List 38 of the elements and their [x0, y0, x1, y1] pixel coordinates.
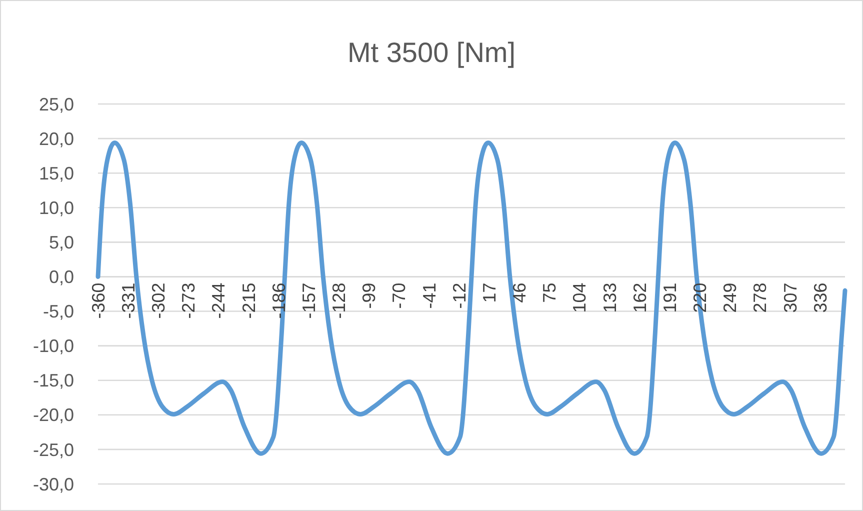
x-tick-label: -99	[359, 282, 380, 309]
x-tick-label: -244	[208, 282, 229, 319]
x-tick-label: 162	[630, 282, 650, 313]
x-tick-label: 307	[780, 282, 800, 313]
x-tick-label: 133	[600, 282, 620, 313]
y-tick-label: 15,0	[38, 163, 74, 184]
x-tick-label: 249	[720, 282, 740, 313]
x-tick-label: 191	[660, 282, 680, 313]
x-tick-label: 46	[510, 282, 530, 303]
y-tick-label: 5,0	[48, 232, 74, 252]
x-tick-label: -128	[329, 282, 349, 319]
y-tick-label: 10,0	[38, 198, 74, 218]
y-tick-label: -10,0	[32, 336, 74, 356]
y-tick-label: -30,0	[32, 474, 74, 494]
x-tick-label: 75	[540, 282, 560, 303]
y-tick-label: 25,0	[38, 94, 74, 114]
x-tick-label: -215	[238, 282, 259, 319]
x-tick-label: -157	[298, 282, 319, 319]
x-tick-label: -331	[118, 282, 138, 319]
x-tick-label: -186	[268, 282, 289, 319]
y-tick-label: -15,0	[32, 370, 74, 391]
x-tick-label: -41	[419, 282, 440, 309]
x-tick-label: -70	[389, 282, 410, 309]
x-tick-label: -360	[88, 282, 108, 319]
y-tick-label: 0,0	[48, 267, 74, 288]
x-tick-label: 104	[570, 282, 590, 313]
x-tick-label: 278	[750, 282, 770, 313]
x-tick-label: -12	[449, 282, 470, 309]
x-tick-label: -302	[148, 282, 168, 319]
x-tick-label: 220	[690, 282, 710, 313]
y-tick-label: -25,0	[32, 440, 74, 460]
y-tick-label: -20,0	[32, 405, 74, 426]
x-tick-label: -273	[178, 282, 199, 319]
x-tick-label: 336	[810, 282, 830, 313]
y-tick-label: 20,0	[38, 128, 74, 149]
y-tick-label: -5,0	[42, 302, 74, 322]
chart-title: Mt 3500 [Nm]	[347, 37, 516, 68]
x-tick-label: 17	[479, 282, 500, 303]
